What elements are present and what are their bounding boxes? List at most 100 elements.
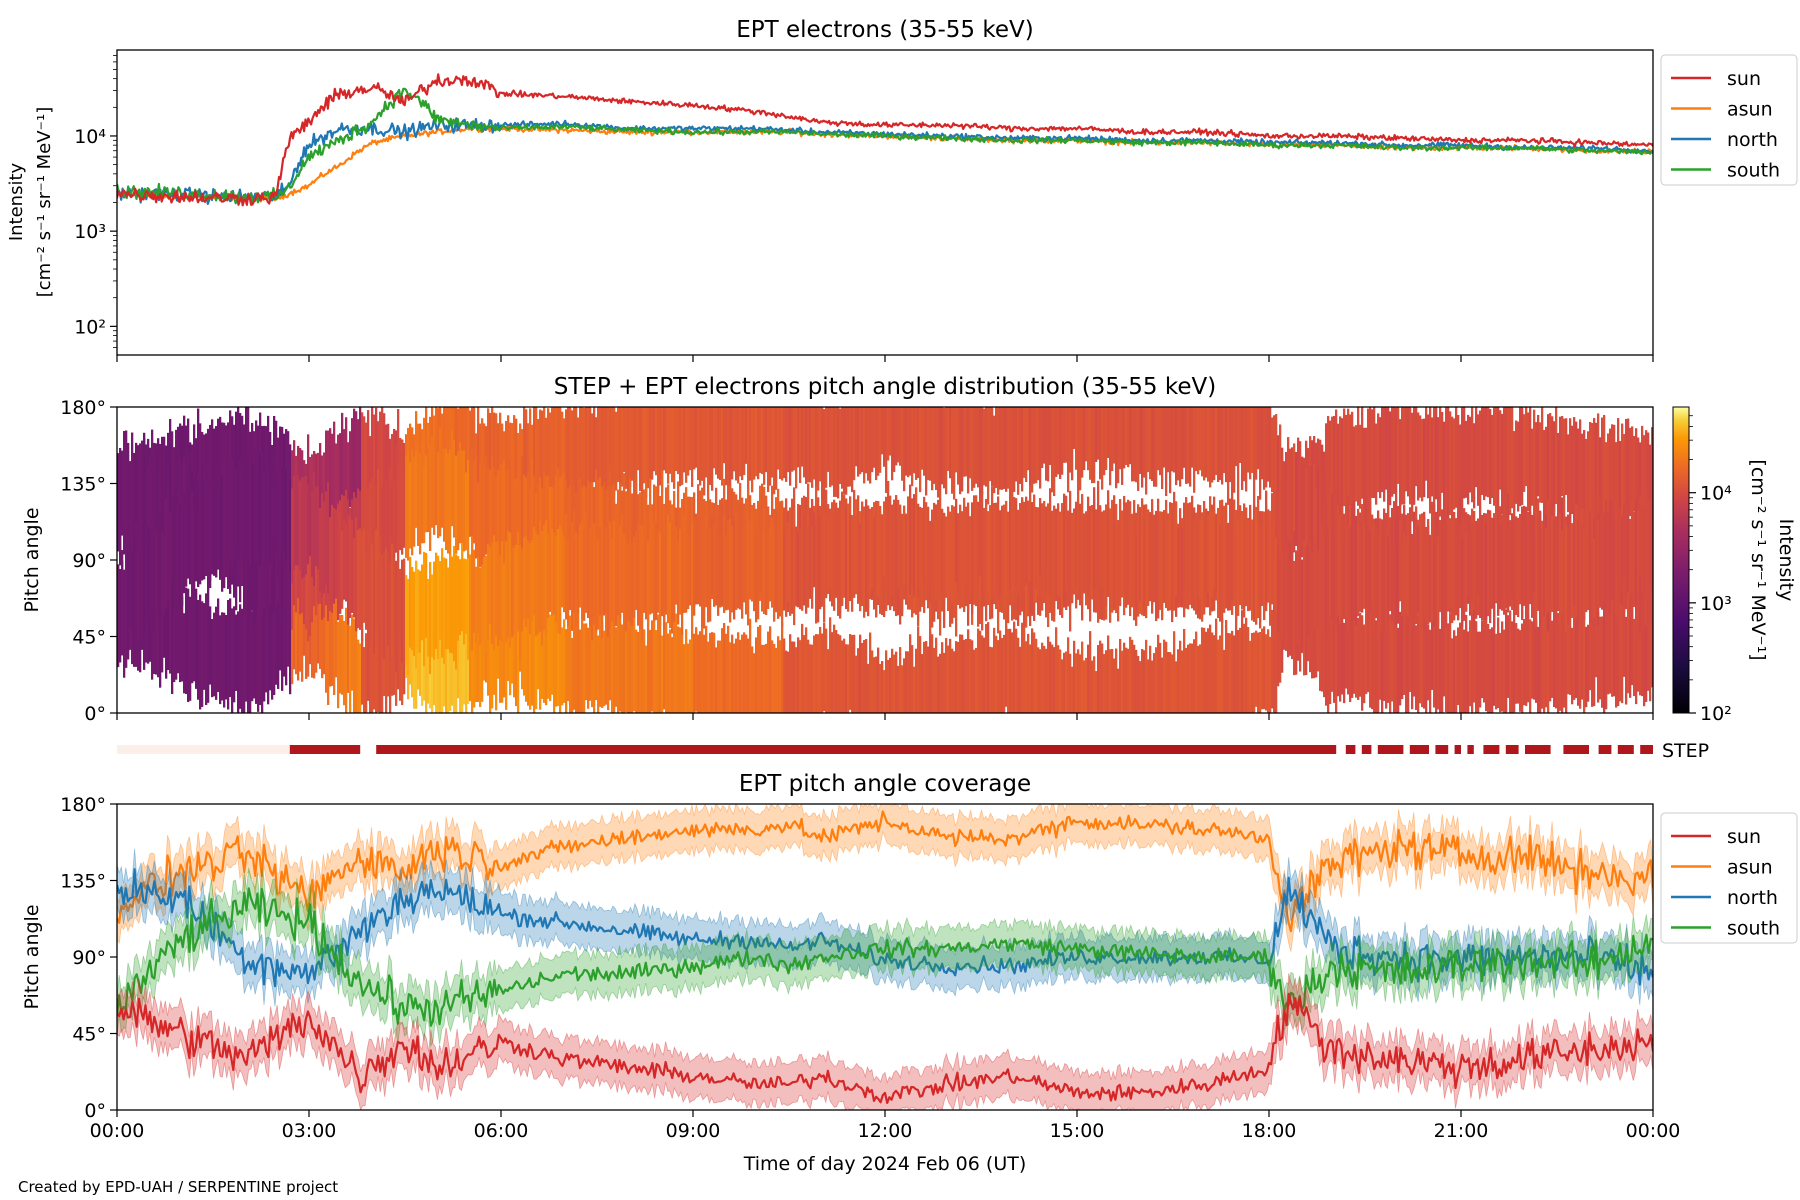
- heatmap-cell: [1569, 610, 1572, 695]
- heatmap-cell: [191, 491, 194, 589]
- heatmap-cell: [177, 590, 180, 674]
- heatmap-cell: [1613, 524, 1616, 602]
- heatmap-cell: [583, 623, 586, 713]
- heatmap-cell: [659, 618, 662, 713]
- heatmap-cell: [693, 407, 696, 470]
- heatmap-cell: [215, 606, 218, 700]
- heatmap-cell: [893, 407, 896, 472]
- heatmap-cell: [1419, 415, 1422, 498]
- heatmap-cell: [637, 520, 640, 626]
- heatmap-cell: [463, 558, 466, 645]
- heatmap-cell: [1587, 523, 1590, 611]
- heatmap-cell: [441, 548, 444, 658]
- heatmap-cell: [437, 613, 440, 713]
- heatmap-cell: [1191, 643, 1194, 713]
- heatmap-cell: [1341, 605, 1344, 695]
- heatmap-cell: [681, 534, 684, 635]
- heatmap-cell: [917, 626, 920, 713]
- heatmap-cell: [677, 481, 680, 594]
- heatmap-cell: [231, 459, 234, 573]
- heatmap-cell: [265, 527, 268, 611]
- heatmap-cell: [851, 407, 854, 493]
- heatmap-cell: [1361, 615, 1364, 711]
- heatmap-cell: [1123, 495, 1126, 595]
- heatmap-cell: [1039, 649, 1042, 713]
- heatmap-cell: [963, 497, 966, 586]
- heatmap-cell: [1285, 550, 1288, 651]
- heatmap-cell: [537, 534, 540, 635]
- heatmap-cell: [1647, 432, 1650, 549]
- heatmap-cell: [1513, 431, 1516, 511]
- heatmap-cell: [271, 444, 274, 531]
- panel2-y-axis: 0°45°90°135°180°: [60, 397, 117, 725]
- heatmap-cell: [645, 407, 648, 498]
- heatmap-cell: [1445, 407, 1448, 519]
- heatmap-cell: [1311, 466, 1314, 559]
- heatmap-cell: [879, 505, 882, 614]
- heatmap-cell: [527, 540, 530, 618]
- heatmap-cell: [367, 617, 370, 701]
- heatmap-cell: [899, 407, 902, 466]
- heatmap-cell: [1399, 419, 1402, 507]
- y-tick-label: 90°: [72, 550, 106, 572]
- legend-label-asun: asun: [1727, 99, 1773, 121]
- heatmap-cell: [881, 661, 884, 713]
- heatmap-cell: [1131, 639, 1134, 713]
- heatmap-cell: [819, 407, 822, 482]
- heatmap-cell: [381, 554, 384, 653]
- heatmap-cell: [787, 651, 790, 713]
- heatmap-cell: [217, 470, 220, 569]
- heatmap-cell: [269, 479, 272, 563]
- heatmap-cell: [1603, 514, 1606, 604]
- heatmap-cell: [1395, 519, 1398, 628]
- heatmap-cell: [337, 434, 340, 530]
- heatmap-cell: [235, 614, 238, 691]
- heatmap-cell: [761, 532, 764, 612]
- heatmap-cell: [521, 456, 524, 552]
- heatmap-cell: [1425, 407, 1428, 481]
- heatmap-cell: [1573, 606, 1576, 700]
- heatmap-cell: [317, 580, 320, 664]
- panel2-x-ticks: [116, 713, 1654, 720]
- heatmap-cell: [589, 407, 592, 487]
- heatmap-cell: [1369, 605, 1372, 708]
- heatmap-cell: [1133, 499, 1136, 590]
- heatmap-cell: [667, 633, 670, 713]
- heatmap-cell: [975, 647, 978, 713]
- heatmap-cell: [1195, 631, 1198, 713]
- heatmap-cell: [1111, 513, 1114, 608]
- y-tick-label: 10⁴: [74, 126, 106, 148]
- heatmap-cell: [469, 621, 472, 702]
- heatmap-cell: [793, 641, 796, 713]
- heatmap-cell: [561, 627, 564, 706]
- heatmap-cell: [525, 534, 528, 627]
- heatmap-cell: [585, 623, 588, 701]
- heatmap-cell: [465, 559, 468, 635]
- heatmap-cell: [647, 612, 650, 713]
- heatmap-cell: [1257, 632, 1260, 713]
- heatmap-cell: [1189, 502, 1192, 605]
- heatmap-cell: [785, 509, 788, 617]
- heatmap-cell: [575, 532, 578, 628]
- heatmap-cell: [1365, 522, 1368, 609]
- heatmap-cell: [1007, 513, 1010, 604]
- heatmap-cell: [1209, 510, 1212, 616]
- heatmap-cell: [127, 442, 130, 538]
- heatmap-cell: [1413, 527, 1416, 630]
- heatmap-cell: [901, 513, 904, 612]
- heatmap-cell: [571, 637, 574, 713]
- heatmap-cell: [569, 532, 572, 610]
- heatmap-cell: [325, 430, 328, 533]
- heatmap-cell: [467, 557, 470, 660]
- heatmap-cell: [131, 552, 134, 632]
- heatmap-cell: [1527, 613, 1530, 703]
- heatmap-cell: [1217, 639, 1220, 713]
- heatmap-cell: [1093, 407, 1096, 484]
- heatmap-cell: [919, 407, 922, 493]
- heatmap-cell: [1651, 610, 1653, 688]
- heatmap-cell: [857, 495, 860, 603]
- heatmap-cell: [1281, 452, 1284, 568]
- heatmap-cell: [655, 523, 658, 621]
- heatmap-cell: [169, 445, 172, 558]
- heatmap-cell: [1567, 434, 1570, 513]
